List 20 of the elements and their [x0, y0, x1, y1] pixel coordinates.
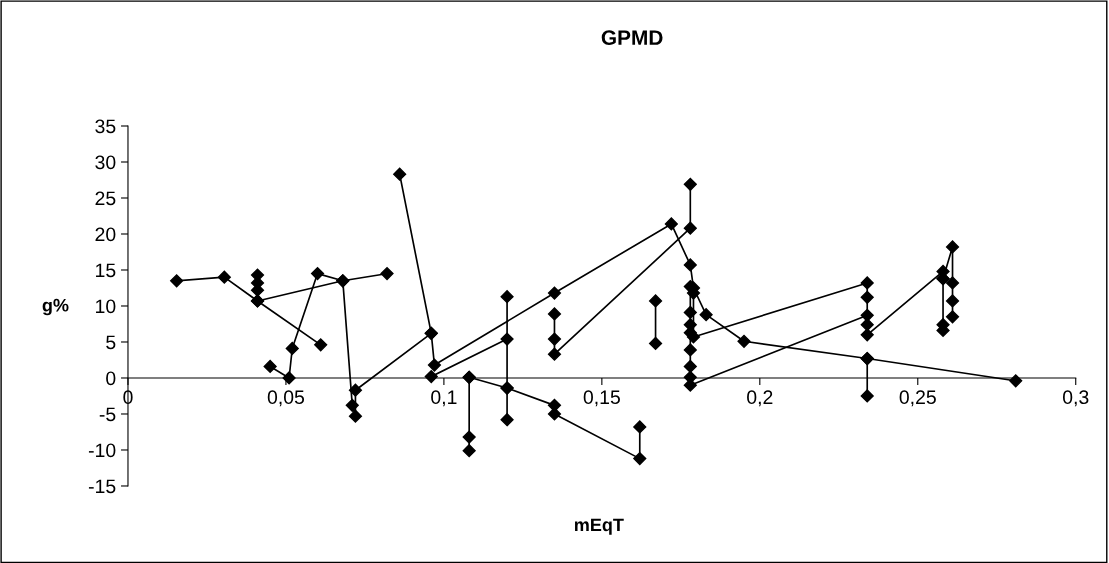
chart-title: GPMD	[601, 30, 663, 45]
y-tick-label: 5	[106, 335, 116, 350]
y-tick-label: 25	[95, 191, 116, 206]
y-axis-title: g%	[42, 298, 69, 316]
y-tick-label: -10	[88, 443, 116, 458]
y-tick-label: 15	[96, 263, 116, 278]
x-tick-label: 0,1	[431, 390, 457, 407]
y-tick-label: 30	[95, 155, 116, 170]
y-tick-label: 0	[106, 371, 116, 386]
y-tick-label: 10	[96, 299, 116, 314]
x-tick-label: 0,3	[1062, 390, 1089, 407]
x-tick-label: 0,2	[747, 390, 773, 407]
y-tick-label: 20	[95, 227, 116, 242]
y-tick-label: 35	[95, 119, 116, 134]
y-tick-label: -15	[88, 479, 116, 494]
x-axis-title: mEqT	[574, 518, 624, 535]
y-tick-label: -5	[99, 407, 116, 422]
x-tick-label: 0,25	[899, 390, 936, 407]
x-tick-label: 0,15	[583, 390, 620, 407]
x-tick-label: 0,05	[267, 390, 305, 407]
